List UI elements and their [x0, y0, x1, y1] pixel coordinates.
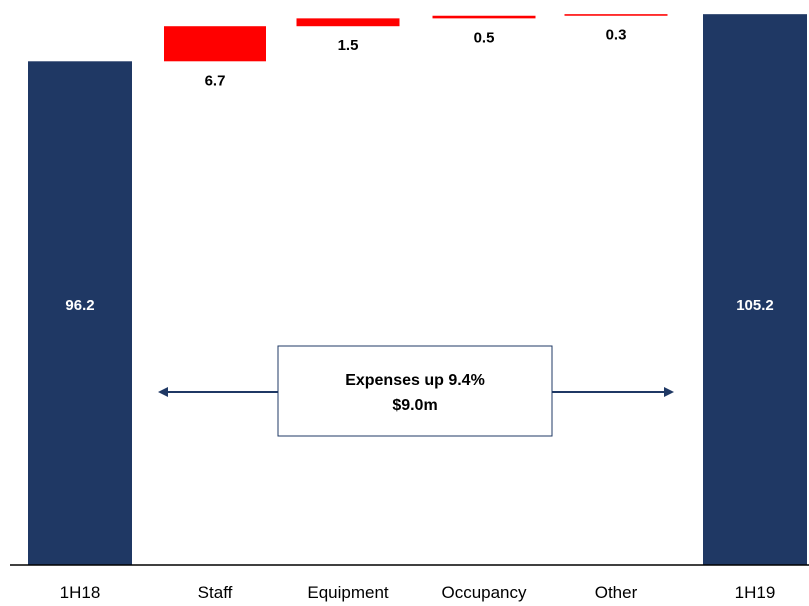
bar-value-label: 0.3 [606, 27, 627, 44]
bars-layer [28, 14, 807, 566]
category-labels-layer: 1H18 Staff Equipment Occupancy Other 1H19 [60, 583, 776, 602]
callout-line-2: $9.0m [392, 397, 437, 414]
bar-value-label: 105.2 [736, 297, 774, 314]
category-label: Other [595, 583, 638, 602]
value-labels-layer: 96.2 6.7 1.5 0.5 0.3 105.2 [65, 27, 773, 314]
category-label: 1H19 [735, 583, 776, 602]
total-bar [28, 61, 132, 565]
increase-bar [164, 26, 266, 62]
category-label: Occupancy [441, 583, 527, 602]
increase-bar [296, 18, 400, 27]
expense-callout: Expenses up 9.4% $9.0m [158, 345, 674, 437]
increase-bar [564, 14, 668, 16]
increase-bar [432, 15, 536, 19]
category-label: 1H18 [60, 583, 101, 602]
category-label: Staff [198, 583, 233, 602]
bar-value-label: 0.5 [474, 29, 495, 46]
callout-box [277, 345, 553, 437]
category-label: Equipment [307, 583, 389, 602]
bar-value-label: 6.7 [205, 72, 226, 89]
bar-value-label: 1.5 [338, 37, 359, 54]
callout-line-1: Expenses up 9.4% [345, 372, 485, 389]
total-bar [703, 14, 807, 566]
bar-value-label: 96.2 [65, 297, 94, 314]
